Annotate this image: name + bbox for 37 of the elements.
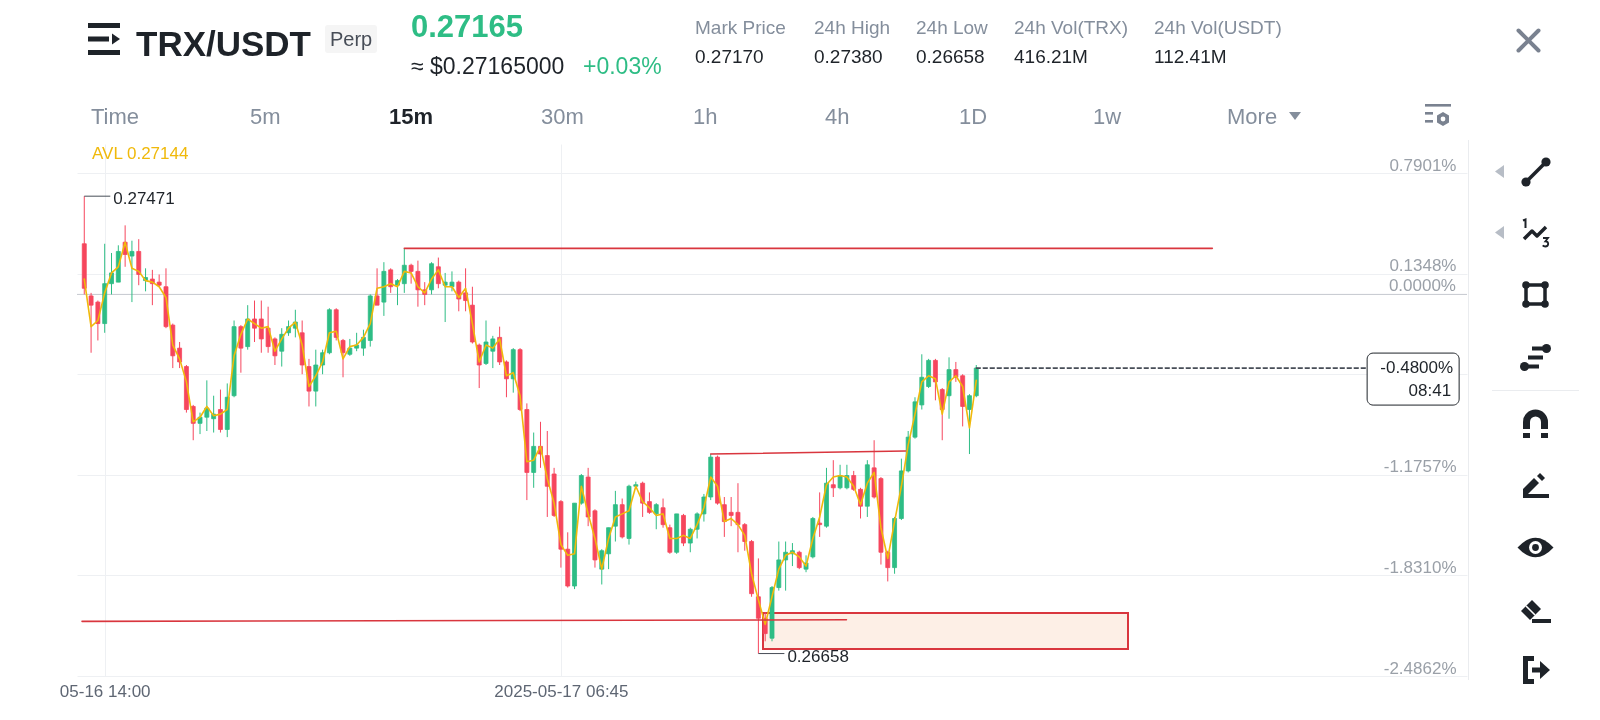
ref-line-label: 0.0000% bbox=[1388, 275, 1456, 295]
text: 0.27165 bbox=[411, 9, 524, 45]
text: Time bbox=[91, 103, 140, 129]
x-tick-label: 2025-05-17 06:45 bbox=[494, 681, 629, 700]
annotation: 08:41 bbox=[1408, 380, 1452, 400]
text: 1D bbox=[959, 103, 988, 129]
text: 4h bbox=[825, 103, 850, 129]
text: 112.41M bbox=[1154, 45, 1227, 67]
text: More bbox=[1227, 103, 1278, 129]
text: AVL 0.27144 bbox=[92, 143, 189, 163]
text: 15m bbox=[389, 103, 434, 129]
y-tick-label: -1.1757% bbox=[1383, 456, 1457, 476]
text: 0.27380 bbox=[814, 45, 883, 67]
text: 24h Vol(TRX) bbox=[1014, 16, 1129, 38]
text: 5m bbox=[250, 103, 281, 129]
y-tick-label: -1.8310% bbox=[1383, 557, 1457, 577]
text: Mark Price bbox=[695, 16, 786, 38]
text: +0.03% bbox=[583, 52, 662, 79]
annotation: 0.26658 bbox=[787, 646, 849, 666]
text: ≈ $0.27165000 bbox=[411, 52, 565, 79]
text: 0.27170 bbox=[695, 45, 764, 67]
y-tick-label: 0.7901% bbox=[1389, 155, 1457, 175]
text: 1h bbox=[693, 103, 718, 129]
annotation: 0.27471 bbox=[113, 188, 175, 208]
text: 416.21M bbox=[1014, 45, 1088, 67]
y-tick-label: 0.1348% bbox=[1389, 255, 1457, 275]
text: 24h High bbox=[814, 16, 891, 38]
x-tick-label: 05-16 14:00 bbox=[59, 681, 151, 700]
text: 1w bbox=[1093, 103, 1122, 129]
y-tick-label: -2.4862% bbox=[1383, 658, 1457, 677]
text: 0.26658 bbox=[916, 45, 985, 67]
text: Perp bbox=[325, 25, 378, 54]
text: 30m bbox=[541, 103, 584, 129]
text: 24h Low bbox=[916, 16, 988, 38]
chart-title: TRX/USDT bbox=[136, 24, 311, 64]
text: 24h Vol(USDT) bbox=[1154, 16, 1282, 38]
annotation: -0.4800% bbox=[1380, 357, 1454, 377]
